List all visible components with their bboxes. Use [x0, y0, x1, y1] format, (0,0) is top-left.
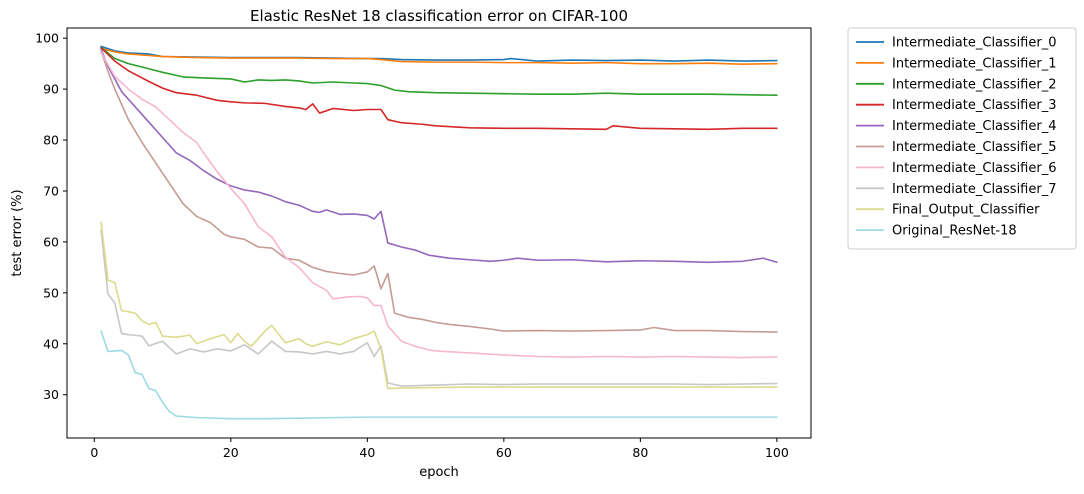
x-tick-label: 80	[632, 445, 648, 460]
x-tick-label: 60	[496, 445, 512, 460]
series-line-intermediate-classifier-0	[100, 45, 778, 62]
y-tick-label: 60	[43, 234, 59, 249]
legend-label: Intermediate_Classifier_0	[892, 36, 1057, 51]
series-line-intermediate-classifier-7	[100, 229, 778, 387]
x-tick-label: 0	[90, 445, 98, 460]
legend-label: Final_Output_Classifier	[892, 203, 1040, 218]
x-tick-label: 100	[765, 445, 789, 460]
y-axis-label: test error (%)	[10, 189, 25, 276]
series-line-intermediate-classifier-2	[100, 46, 778, 97]
legend-label: Intermediate_Classifier_4	[892, 119, 1057, 134]
y-tick-label: 40	[43, 336, 59, 351]
y-tick-label: 80	[43, 133, 59, 148]
y-axis-ticks: 30 40 50 60 70 80 90 100	[35, 31, 67, 402]
y-tick-label: 30	[43, 387, 59, 402]
series-line-intermediate-classifier-4	[100, 48, 778, 264]
series-line-intermediate-classifier-3	[100, 47, 778, 131]
x-tick-label: 20	[223, 445, 239, 460]
series-line-intermediate-classifier-6	[100, 51, 778, 359]
legend-label: Intermediate_Classifier_5	[892, 140, 1057, 155]
series-line-final-output-classifier	[100, 221, 778, 390]
y-tick-label: 50	[43, 285, 59, 300]
plot-frame	[66, 27, 812, 439]
y-tick-label: 70	[43, 183, 59, 198]
series-line-intermediate-classifier-1	[100, 47, 778, 65]
legend-label: Intermediate_Classifier_7	[892, 182, 1057, 197]
series-lines	[100, 45, 778, 420]
y-tick-label: 90	[43, 82, 59, 97]
legend-box	[847, 27, 1077, 250]
legend-label: Intermediate_Classifier_6	[892, 161, 1057, 176]
series-line-intermediate-classifier-5	[100, 50, 778, 333]
series-line-original-resnet-18	[100, 330, 778, 420]
legend: Intermediate_Classifier_0 Intermediate_Cl…	[847, 27, 1077, 250]
legend-label: Intermediate_Classifier_3	[892, 98, 1057, 113]
legend-label: Intermediate_Classifier_2	[892, 77, 1057, 92]
legend-label: Intermediate_Classifier_1	[892, 56, 1057, 71]
chart-title: Elastic ResNet 18 classification error o…	[250, 7, 628, 25]
y-tick-label: 100	[35, 31, 59, 46]
x-axis-ticks: 0 20 40 60 80 100	[90, 438, 789, 460]
x-tick-label: 40	[359, 445, 375, 460]
legend-label: Original_ResNet-18	[892, 224, 1017, 239]
x-axis-label: epoch	[419, 465, 459, 480]
